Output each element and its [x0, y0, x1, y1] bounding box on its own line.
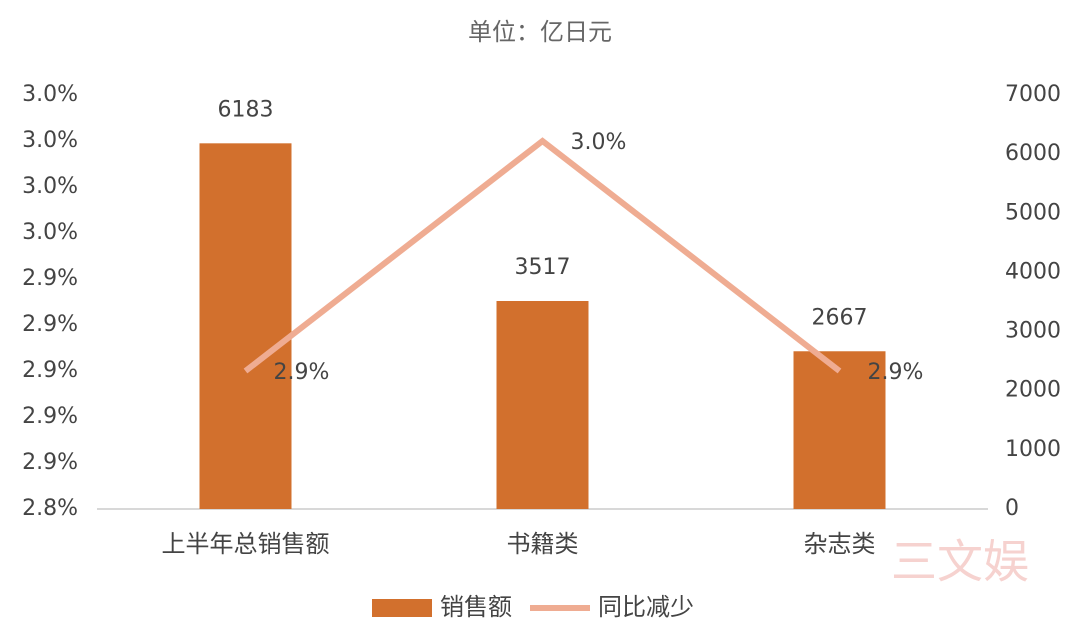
- legend-label: 销售额: [440, 593, 512, 621]
- y-tick-label: 2.9%: [22, 266, 78, 291]
- y2-tick-label: 6000: [1005, 141, 1061, 166]
- data-label: 6183: [218, 97, 274, 122]
- line-label: 2.9%: [868, 360, 924, 385]
- legend-swatch: [372, 599, 432, 617]
- line: [243, 137, 842, 374]
- line-label: 3.0%: [571, 130, 627, 155]
- y2-tick-label: 1000: [1005, 437, 1061, 462]
- y2-tick-label: 5000: [1005, 200, 1061, 225]
- y-tick-label: 2.9%: [22, 404, 78, 429]
- x-tick-label: 书籍类: [507, 530, 579, 558]
- y2-tick-label: 7000: [1005, 82, 1061, 107]
- y-tick-label: 3.0%: [22, 82, 78, 107]
- y-tick-label: 3.0%: [22, 220, 78, 245]
- bar: [199, 143, 292, 510]
- bar: [496, 300, 589, 509]
- data-label: 3517: [515, 255, 571, 280]
- y2-tick-label: 4000: [1005, 259, 1061, 284]
- x-tick-label: 杂志类: [804, 530, 876, 558]
- line-label: 2.9%: [274, 360, 330, 385]
- chart-title: 单位：亿日元: [468, 18, 612, 46]
- y2-tick-label: 2000: [1005, 378, 1061, 403]
- data-label: 2667: [812, 305, 868, 330]
- y-tick-label: 2.9%: [22, 450, 78, 475]
- y-tick-label: 3.0%: [22, 128, 78, 153]
- legend-label: 同比减少: [598, 593, 694, 621]
- x-tick-label: 上半年总销售额: [162, 530, 330, 558]
- y-tick-label: 2.9%: [22, 358, 78, 383]
- y-tick-label: 2.9%: [22, 312, 78, 337]
- y-tick-label: 3.0%: [22, 174, 78, 199]
- y2-tick-label: 0: [1005, 496, 1019, 521]
- y-tick-label: 2.8%: [22, 496, 78, 521]
- y2-tick-label: 3000: [1005, 319, 1061, 344]
- watermark: 三文娱: [891, 535, 1029, 589]
- bar: [793, 351, 886, 509]
